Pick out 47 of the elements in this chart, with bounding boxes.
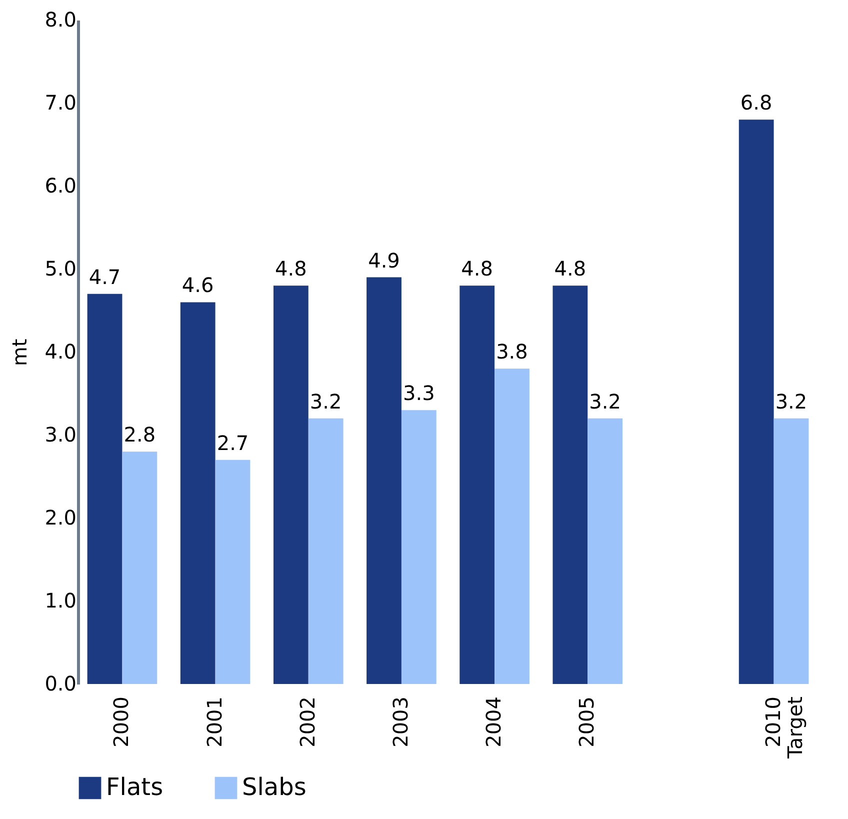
legend-label: Flats	[106, 773, 164, 801]
y-tick-label: 7.0	[44, 90, 76, 114]
x-tick-label: 2003	[388, 696, 412, 748]
x-tick-label: 2002	[295, 696, 320, 748]
bar	[588, 418, 623, 684]
bar	[401, 410, 436, 684]
y-tick-label: 6.0	[44, 174, 76, 198]
x-tick-label: 2001	[202, 696, 226, 748]
y-tick-label: 1.0	[44, 588, 76, 612]
data-label: 4.8	[554, 256, 586, 281]
data-label: 3.2	[589, 389, 621, 414]
y-tick-label: 2.0	[44, 506, 76, 530]
data-label: 4.8	[275, 256, 307, 281]
bar	[215, 460, 250, 684]
bar	[738, 120, 774, 684]
bar	[180, 302, 216, 684]
bar	[494, 368, 530, 684]
data-label: 2.7	[216, 430, 249, 455]
bar	[273, 286, 308, 684]
y-tick-label: 8.0	[44, 8, 76, 32]
data-label: 2.8	[124, 422, 156, 447]
y-tick-label: 0.0	[44, 672, 76, 696]
data-label: 3.3	[403, 381, 435, 406]
data-label: 3.2	[310, 389, 342, 414]
y-tick-label: 3.0	[44, 422, 76, 446]
data-label: 3.2	[775, 389, 808, 414]
data-label: 6.8	[740, 90, 772, 115]
data-label: 3.8	[496, 340, 528, 364]
y-tick-label: 4.0	[44, 340, 76, 364]
bar	[366, 277, 402, 684]
legend-label: Slabs	[242, 773, 306, 801]
x-tick-label: 2010 Target	[760, 696, 807, 760]
x-tick-label: 2000	[109, 696, 134, 748]
x-tick-label: 2004	[482, 696, 506, 748]
bar	[460, 286, 495, 684]
x-tick-label: 2005	[574, 696, 599, 748]
bar	[774, 418, 809, 684]
y-tick-label: 5.0	[44, 256, 76, 280]
data-label: 4.7	[88, 264, 121, 289]
bar	[87, 294, 122, 684]
data-label: 4.8	[461, 256, 493, 281]
data-label: 4.9	[368, 248, 400, 272]
bar	[122, 452, 158, 684]
bar	[308, 418, 344, 684]
y-axis-title: mt	[8, 338, 32, 366]
bar	[552, 286, 588, 684]
data-label: 4.6	[182, 273, 214, 298]
